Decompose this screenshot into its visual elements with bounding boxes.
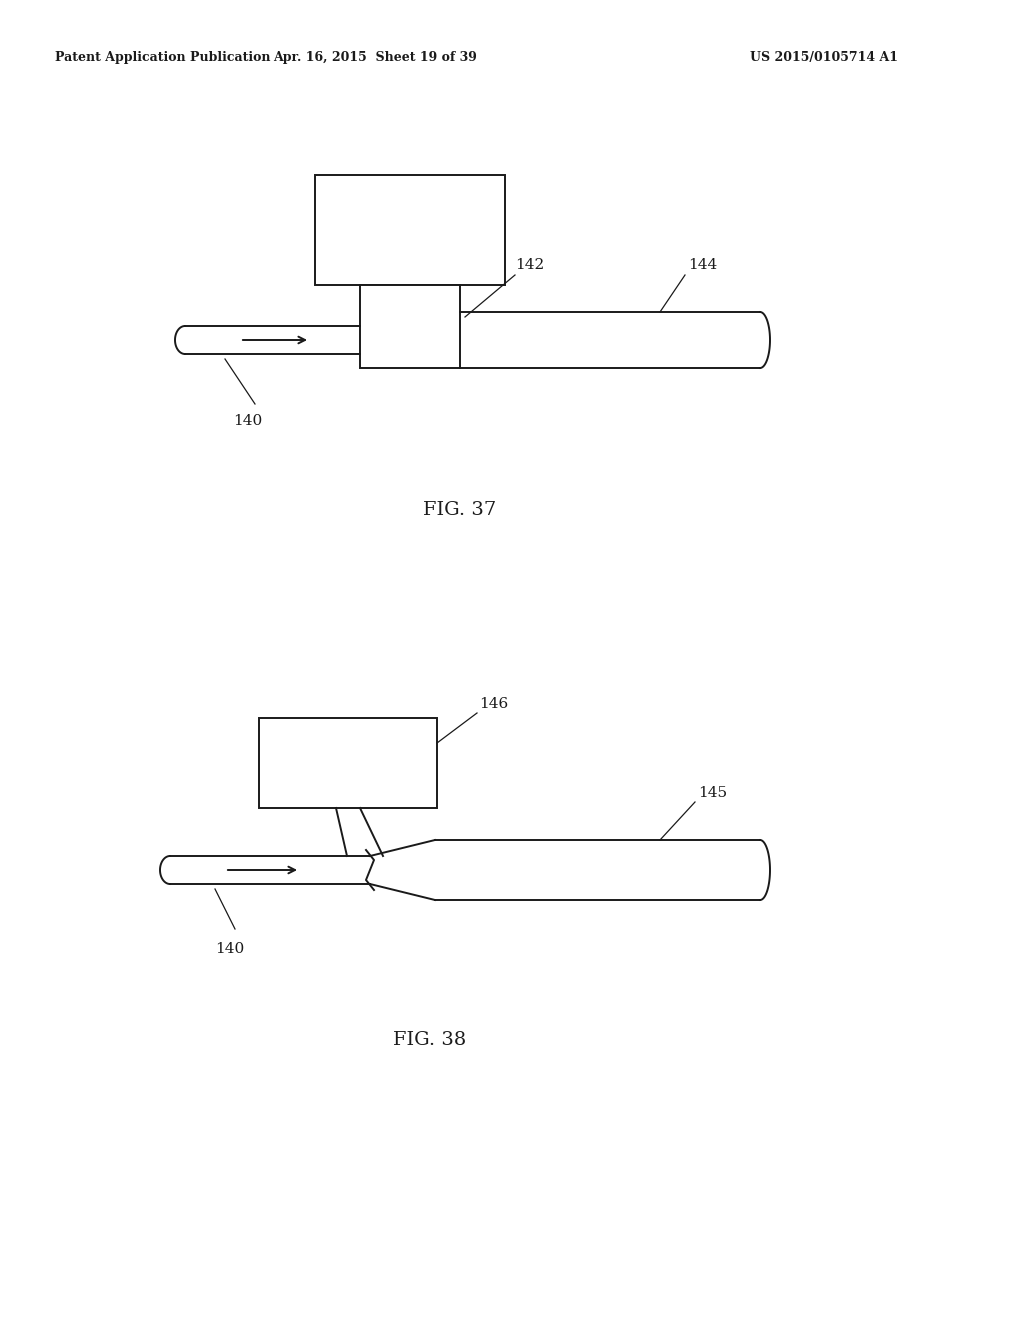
- Text: 145: 145: [698, 785, 727, 800]
- Bar: [360, 285, 460, 368]
- Text: Patent Application Publication: Patent Application Publication: [55, 51, 270, 65]
- Text: 140: 140: [233, 414, 262, 428]
- Text: FIG. 38: FIG. 38: [393, 1031, 467, 1049]
- Text: 140: 140: [215, 942, 245, 956]
- Text: 144: 144: [688, 257, 717, 272]
- Text: 142: 142: [515, 257, 544, 272]
- Text: FIG. 37: FIG. 37: [423, 502, 497, 519]
- Text: Apr. 16, 2015  Sheet 19 of 39: Apr. 16, 2015 Sheet 19 of 39: [273, 51, 477, 65]
- Text: US 2015/0105714 A1: US 2015/0105714 A1: [750, 51, 898, 65]
- Bar: [259, 718, 437, 808]
- Text: 146: 146: [479, 697, 508, 711]
- Bar: [315, 176, 505, 285]
